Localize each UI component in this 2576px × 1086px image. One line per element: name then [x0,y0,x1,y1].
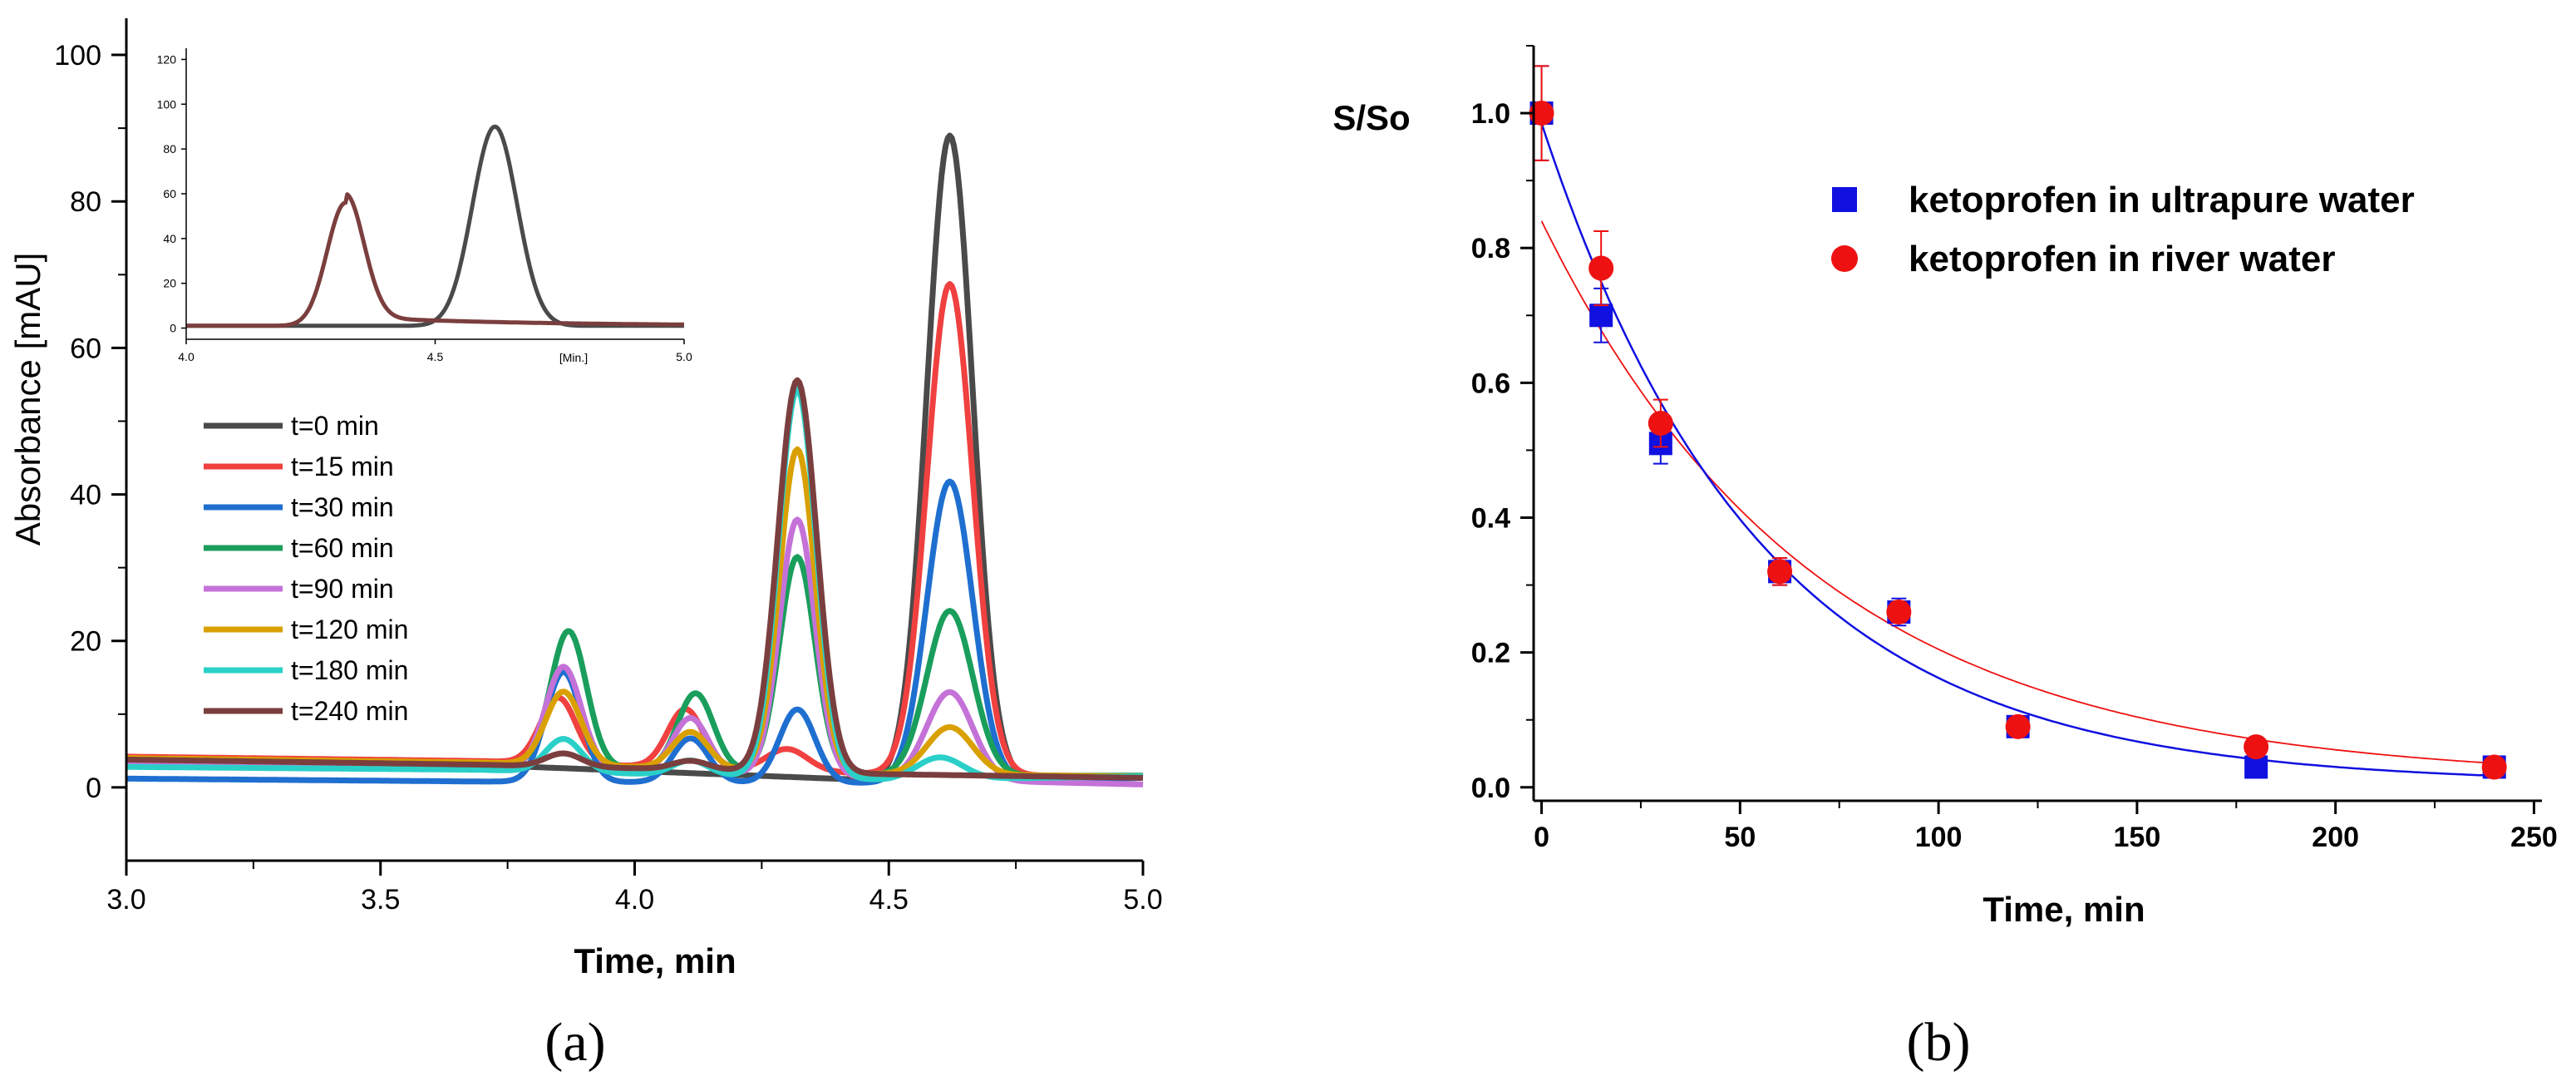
legend-marker-circle [1831,245,1858,272]
point-circle [1648,411,1673,436]
panel-b-y-tick-label: 0.2 [1471,638,1510,669]
panel-a-y-axis-label: Absorbance [mAU] [8,253,47,546]
inset-y-tick-label: 0 [170,322,176,335]
trace-line-2 [125,478,1145,786]
inset-x-tick-label: 5.0 [676,350,692,363]
inset-x-tick-label: 4.0 [178,350,195,363]
panel-a-inset: 4.0 4.5 5.0 0 20 40 60 80 100 120 [Min.] [157,48,692,364]
panel-a-y-tick-label: 80 [70,186,101,218]
panel-a-chromatogram: 3.0 3.5 4.0 4.5 5.0 0 20 40 60 80 100 Time, min Ab… [8,18,1163,1073]
legend-label-2: t=30 min [291,492,394,522]
panel-a-y-tick-label: 60 [70,333,101,364]
panel-a-traces [125,132,1145,787]
point-circle [1529,101,1554,126]
inset-y-tick-label: 60 [163,187,176,200]
panel-a-y-tick-label: 100 [54,40,101,72]
inset-x-tick-label: 4.5 [427,350,444,363]
panel-b-y-tick-label: 0.6 [1471,368,1510,399]
point-circle [2005,713,2031,739]
panel-b-label: (b) [1907,1012,1971,1073]
inset-traces [185,124,685,328]
panel-b-x-tick-label: 150 [2114,822,2161,853]
panel-b-legend: ketoprofen in ultrapure water ketoprofen … [1831,180,2415,279]
point-circle [2244,734,2269,760]
inset-y-tick-label: 120 [157,52,177,66]
legend-label-0: ketoprofen in ultrapure water [1909,180,2415,220]
panel-a-label: (a) [544,1012,605,1073]
panel-a-x-tick-label: 3.5 [361,884,400,916]
inset-x-axis-label: [Min.] [559,351,588,364]
inset-y-tick-label: 80 [163,142,176,155]
panel-a-y-tick-label: 20 [70,626,101,658]
panel-a-ticks: 3.0 3.5 4.0 4.5 5.0 0 20 40 60 80 100 [54,40,1162,916]
panel-b-y-tick-label: 1.0 [1471,98,1510,130]
trace-line-7 [125,377,1145,781]
panel-b-x-tick-label: 0 [1534,822,1549,853]
legend-label-4: t=90 min [291,574,394,604]
trace-line-6 [125,387,1145,782]
inset-y-tick-label: 40 [163,232,176,245]
legend-marker-square [1832,187,1857,212]
panel-a-y-tick-label: 40 [70,480,101,511]
panel-b-y-axis-label: S/So [1332,98,1410,137]
point-circle [1886,600,1912,624]
legend-label-7: t=240 min [291,696,408,726]
legend-label-3: t=60 min [291,533,394,563]
panel-b-x-tick-label: 100 [1915,822,1963,853]
panel-b-y-tick-label: 0.4 [1471,503,1510,535]
inset-y-tick-label: 100 [157,97,177,111]
legend-label-5: t=120 min [291,615,408,644]
panel-a-x-tick-label: 5.0 [1123,884,1162,916]
panel-a-legend: t=0 min t=15 min t=30 min t=60 min t=90 min t… [204,411,408,726]
panel-b-ticks: 0 50 100 150 200 250 0.0 0.2 0.4 0.6 0.8 1.0 [1471,45,2558,853]
panel-b-y-tick-label: 0.8 [1471,233,1510,264]
fit-curve-0 [1540,122,2495,777]
inset-trace-line-1 [185,192,685,328]
panel-b-y-tick-label: 0.0 [1471,773,1510,804]
panel-a-x-tick-label: 4.0 [615,884,654,916]
point-circle [2481,754,2507,780]
panel-b-x-tick-label: 50 [1724,822,1756,853]
point-circle [1588,255,1614,281]
inset-y-tick-label: 20 [163,277,176,290]
panel-a-x-axis-label: Time, min [574,941,736,980]
inset-ticks: 4.0 4.5 5.0 0 20 40 60 80 100 120 [157,52,692,363]
panel-a-y-tick-label: 0 [86,773,101,804]
panel-a-x-tick-label: 3.0 [106,884,145,916]
legend-label-1: ketoprofen in river water [1909,239,2335,279]
legend-label-1: t=15 min [291,452,394,481]
panel-b-decay: 0 50 100 150 200 250 0.0 0.2 0.4 0.6 0.8 1.0 Time, … [1332,45,2558,1073]
point-circle [1767,559,1793,585]
panel-b-x-tick-label: 200 [2312,822,2359,853]
panel-b-x-axis-label: Time, min [1982,890,2145,929]
point-square [1589,304,1613,328]
panel-a-x-tick-label: 4.5 [869,884,909,916]
legend-label-6: t=180 min [291,655,408,685]
panel-b-x-tick-label: 250 [2510,822,2558,853]
legend-label-0: t=0 min [291,411,379,441]
panel-b-fit-curves [1540,122,2495,777]
